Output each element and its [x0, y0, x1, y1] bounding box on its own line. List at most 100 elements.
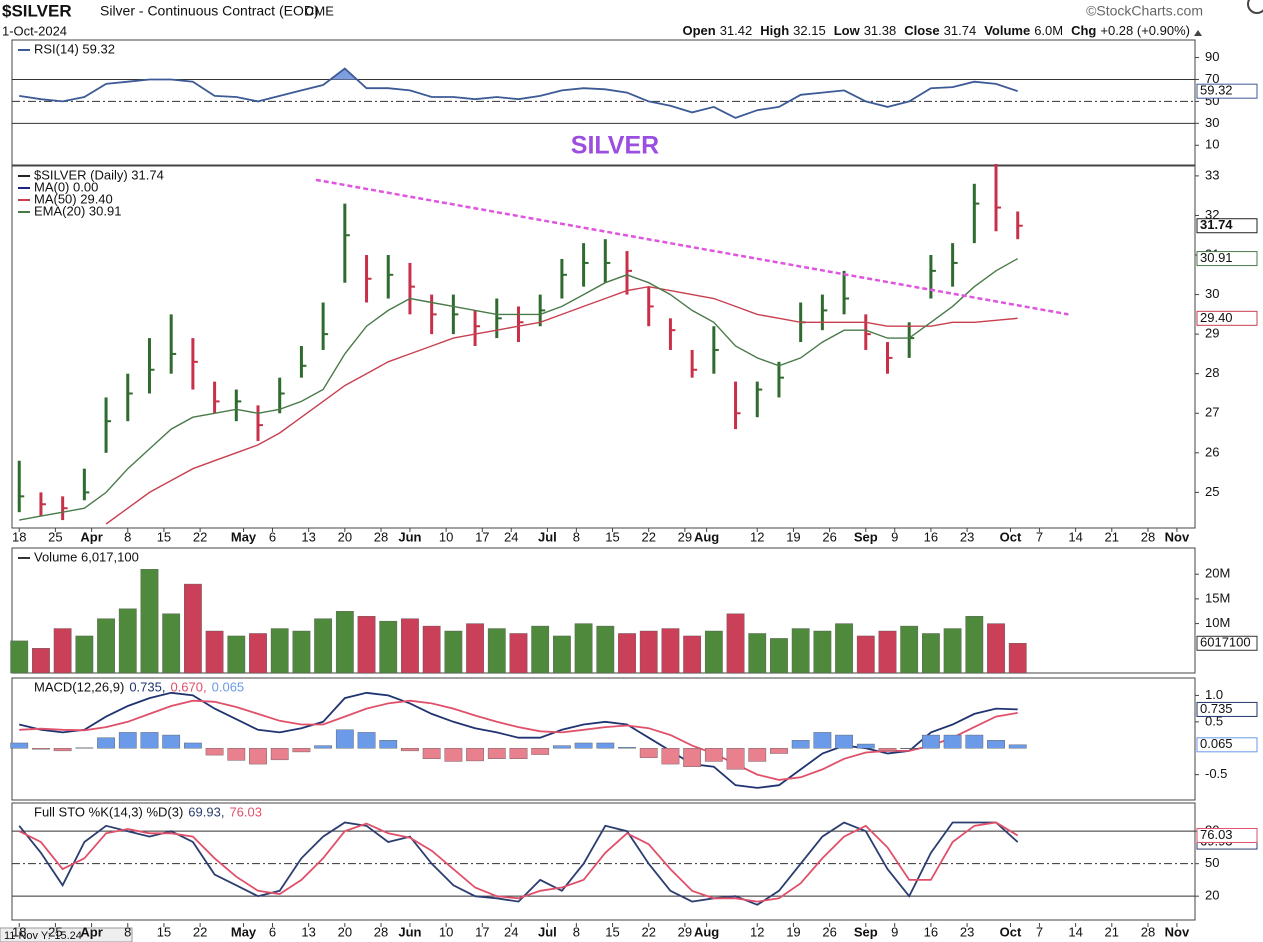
x-tick-label: 23	[960, 529, 974, 544]
y-tick-label: 32	[1205, 207, 1219, 222]
y-tick-label: 29	[1205, 326, 1219, 341]
histogram-bar	[270, 748, 289, 761]
x-tick-label: 8	[573, 529, 580, 544]
histogram-bar	[618, 746, 636, 749]
histogram-bar	[661, 748, 680, 765]
histogram-bar	[553, 745, 571, 749]
y-tick-label: 26	[1205, 444, 1219, 459]
volume-bar	[162, 613, 181, 674]
value-tag-label: 0.065	[1200, 736, 1233, 751]
value-tag-label: 6017100	[1200, 635, 1251, 650]
x-tick-label: 22	[641, 529, 655, 544]
histogram-bar	[1008, 744, 1027, 749]
histogram-bar	[922, 734, 940, 749]
volume-bar	[683, 635, 702, 674]
x-tick-label: 9	[891, 924, 898, 939]
histogram-bar	[748, 748, 767, 762]
x-tick-label: 28	[374, 924, 388, 939]
legend-entry: Volume 6,017,100	[34, 549, 139, 564]
legend-entry: 76.03	[229, 804, 262, 819]
panel-frame	[11, 677, 1196, 801]
volume-bar	[704, 630, 723, 674]
histogram-bar	[227, 748, 246, 761]
quote-value: 6.0M	[1034, 23, 1063, 38]
histogram-bar	[357, 732, 376, 749]
histogram-bar	[466, 748, 484, 762]
x-tick-label: 28	[1141, 924, 1155, 939]
panel-legend: Full STO %K(14,3) %D(3)	[34, 804, 183, 819]
symbol: $SILVER	[2, 1, 72, 20]
histogram-bar	[292, 748, 311, 753]
date: 1-Oct-2024	[2, 23, 67, 38]
x-tick-label: 24	[504, 529, 518, 544]
x-tick-label: 7	[1036, 529, 1043, 544]
panel-legend: MACD(12,26,9)	[34, 679, 124, 694]
volume-bar	[292, 630, 311, 674]
histogram-bar	[791, 740, 810, 749]
volume-bar	[270, 628, 289, 674]
volume-bar	[466, 623, 484, 674]
volume-bar	[401, 618, 419, 674]
legend-entry: $SILVER (Daily) 31.74	[34, 167, 164, 182]
quote: Open 31.42 High 32.15 Low 31.38 Close 31.74 Volu…	[682, 23, 1190, 38]
volume-bar	[835, 623, 853, 674]
y-tick-label: 30	[1205, 115, 1219, 130]
histogram-bar	[965, 734, 984, 749]
volume-bar	[726, 613, 745, 674]
overbought-fill	[330, 68, 357, 80]
volume-bar	[32, 648, 50, 674]
volume-bar	[184, 583, 202, 674]
x-tick-label: 18	[12, 924, 26, 939]
histogram-bar	[97, 737, 115, 749]
histogram-bar	[813, 732, 832, 749]
x-tick-label: 25	[48, 529, 62, 544]
histogram-bar	[531, 748, 550, 755]
x-tick-label: 6	[269, 924, 276, 939]
x-tick-label: 26	[822, 529, 836, 544]
x-tick-label: 8	[124, 529, 131, 544]
x-tick-label: 12	[750, 924, 764, 939]
histogram-bar	[118, 732, 137, 749]
x-tick-label: 6	[269, 529, 276, 544]
volume-bar	[770, 638, 788, 674]
volume-bar	[661, 628, 680, 674]
histogram-bar	[249, 748, 267, 765]
histogram-bar	[10, 742, 29, 749]
exchange: CME	[305, 3, 334, 18]
x-tick-label: 17	[475, 529, 489, 544]
x-tick-label: May	[231, 924, 257, 939]
histogram-bar	[379, 740, 398, 749]
volume-bar	[574, 623, 593, 674]
collapse-icon[interactable]	[1194, 30, 1202, 36]
x-tick-label: Oct	[1000, 924, 1022, 939]
volume-bar	[314, 618, 333, 674]
legend-entry: RSI(14) 59.32	[34, 41, 115, 56]
y-tick-label: 27	[1205, 405, 1219, 420]
series-line	[105, 285, 1018, 525]
x-tick-label: 8	[573, 924, 580, 939]
volume-bar	[10, 640, 29, 674]
value-tag	[1196, 701, 1258, 717]
volume-bar	[509, 633, 528, 674]
histogram-bar	[487, 748, 506, 760]
volume-bar	[531, 625, 550, 674]
quote-label: Open	[682, 23, 715, 38]
histogram-bar	[422, 748, 441, 760]
volume-bar	[357, 615, 376, 674]
volume-bar	[748, 633, 767, 674]
x-tick-label: Jun	[398, 529, 421, 544]
volume-bar	[487, 628, 506, 674]
x-tick-label: 12	[750, 529, 764, 544]
close-icon[interactable]	[1247, 0, 1263, 14]
legend-entry: 0.735,	[129, 679, 165, 694]
x-tick-label: 24	[504, 924, 518, 939]
y-tick-label: 1.0	[1205, 687, 1223, 702]
volume-bar	[900, 625, 919, 674]
volume-bar	[422, 625, 441, 674]
volume-bar	[444, 630, 463, 674]
value-tag-label: 76.03	[1200, 827, 1233, 842]
panel-frame	[11, 165, 1196, 529]
